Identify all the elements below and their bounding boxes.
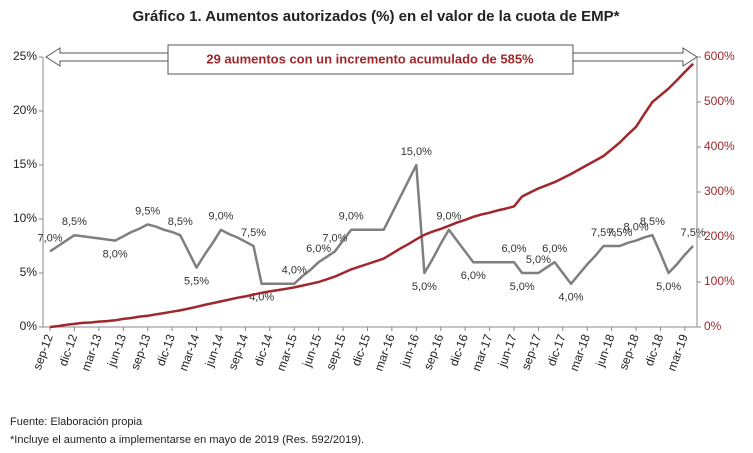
data-label: 8,5%: [640, 216, 665, 228]
y-tick-label: 20%: [13, 103, 37, 117]
annotation: 29 aumentos con un incremento acumulado …: [206, 51, 534, 66]
x-tick-label: jun-17: [495, 332, 520, 369]
data-label: 9,5%: [135, 205, 160, 217]
x-tick-label: mar-13: [78, 332, 104, 373]
x-tick-label: jun-13: [104, 332, 129, 369]
x-tick-label: sep-18: [616, 332, 642, 372]
y-tick-label: 10%: [13, 211, 37, 225]
y-tick-label: 25%: [13, 49, 37, 63]
series-line: [49, 163, 695, 286]
x-tick-label: mar-16: [372, 332, 398, 373]
y-tick-label: 15%: [13, 157, 37, 171]
data-label: 5,5%: [184, 276, 209, 288]
span-arrow: [45, 44, 698, 75]
data-label: 5,0%: [656, 281, 681, 293]
data-label: 8,0%: [624, 222, 649, 234]
y2-tick-label: 300%: [704, 184, 735, 198]
x-tick-label: jun-14: [202, 332, 227, 369]
x-tick-label: mar-15: [274, 332, 300, 373]
x-tick-label: sep-17: [518, 332, 544, 372]
x-tick-label: jun-15: [300, 332, 325, 369]
data-label: 8,5%: [168, 216, 193, 228]
y-tick-label: 0%: [20, 319, 38, 333]
x-tick-label: sep-14: [225, 332, 251, 372]
data-label: 9,0%: [208, 211, 233, 223]
x-tick-label: mar-17: [469, 332, 495, 373]
x-tick-label: dic-12: [56, 332, 80, 368]
y2-tick-label: 500%: [704, 94, 735, 108]
y-tick-label: 5%: [20, 265, 38, 279]
data-label: 7,5%: [241, 227, 266, 239]
x-tick-label: dic-15: [349, 332, 373, 368]
y2-tick-label: 400%: [704, 139, 735, 153]
chart-title: Gráfico 1. Aumentos autorizados (%) en e…: [132, 8, 619, 25]
x-tick-label: dic-16: [447, 332, 471, 368]
series-line: [49, 62, 694, 329]
x-tick-label: jun-16: [397, 332, 422, 369]
data-label: 8,5%: [62, 216, 87, 228]
x-tick-label: dic-17: [544, 332, 568, 368]
data-label: 7,5%: [681, 227, 706, 239]
x-tick-label: sep-13: [128, 332, 154, 372]
data-label: 7,5%: [591, 227, 616, 239]
x-tick-label: sep-16: [421, 332, 447, 372]
footnote: Fuente: Elaboración propia: [10, 416, 143, 428]
data-label: 8,0%: [103, 249, 128, 261]
data-label: 6,0%: [306, 243, 331, 255]
data-label: 5,0%: [412, 281, 437, 293]
x-tick-label: dic-18: [642, 332, 666, 368]
y2-tick-label: 100%: [704, 274, 735, 288]
data-label: 7,0%: [322, 232, 347, 244]
data-label: 4,0%: [282, 265, 307, 277]
data-label: 7,5%: [607, 227, 632, 239]
x-tick-label: mar-18: [567, 332, 593, 373]
data-label: 4,0%: [558, 292, 583, 304]
footnote: *Incluye el aumento a implementarse en m…: [10, 434, 364, 446]
data-label: 6,0%: [542, 243, 567, 255]
data-label: 5,0%: [510, 281, 535, 293]
x-tick-label: dic-13: [154, 332, 178, 368]
x-tick-label: sep-15: [323, 332, 349, 372]
data-label: 9,0%: [436, 211, 461, 223]
y2-tick-label: 0%: [704, 319, 722, 333]
x-tick-label: jun-18: [593, 332, 618, 369]
x-tick-label: dic-14: [251, 332, 275, 368]
data-label: 5,0%: [526, 254, 551, 266]
x-tick-label: mar-14: [176, 332, 202, 373]
data-label: 6,0%: [501, 243, 526, 255]
y2-tick-label: 600%: [704, 49, 735, 63]
y2-tick-label: 200%: [704, 229, 735, 243]
data-label: 9,0%: [339, 211, 364, 223]
data-label: 7,0%: [37, 232, 62, 244]
x-tick-label: sep-12: [30, 332, 56, 372]
data-label: 15,0%: [401, 146, 432, 158]
data-label: 6,0%: [461, 270, 486, 282]
x-tick-label: mar-19: [665, 332, 691, 373]
